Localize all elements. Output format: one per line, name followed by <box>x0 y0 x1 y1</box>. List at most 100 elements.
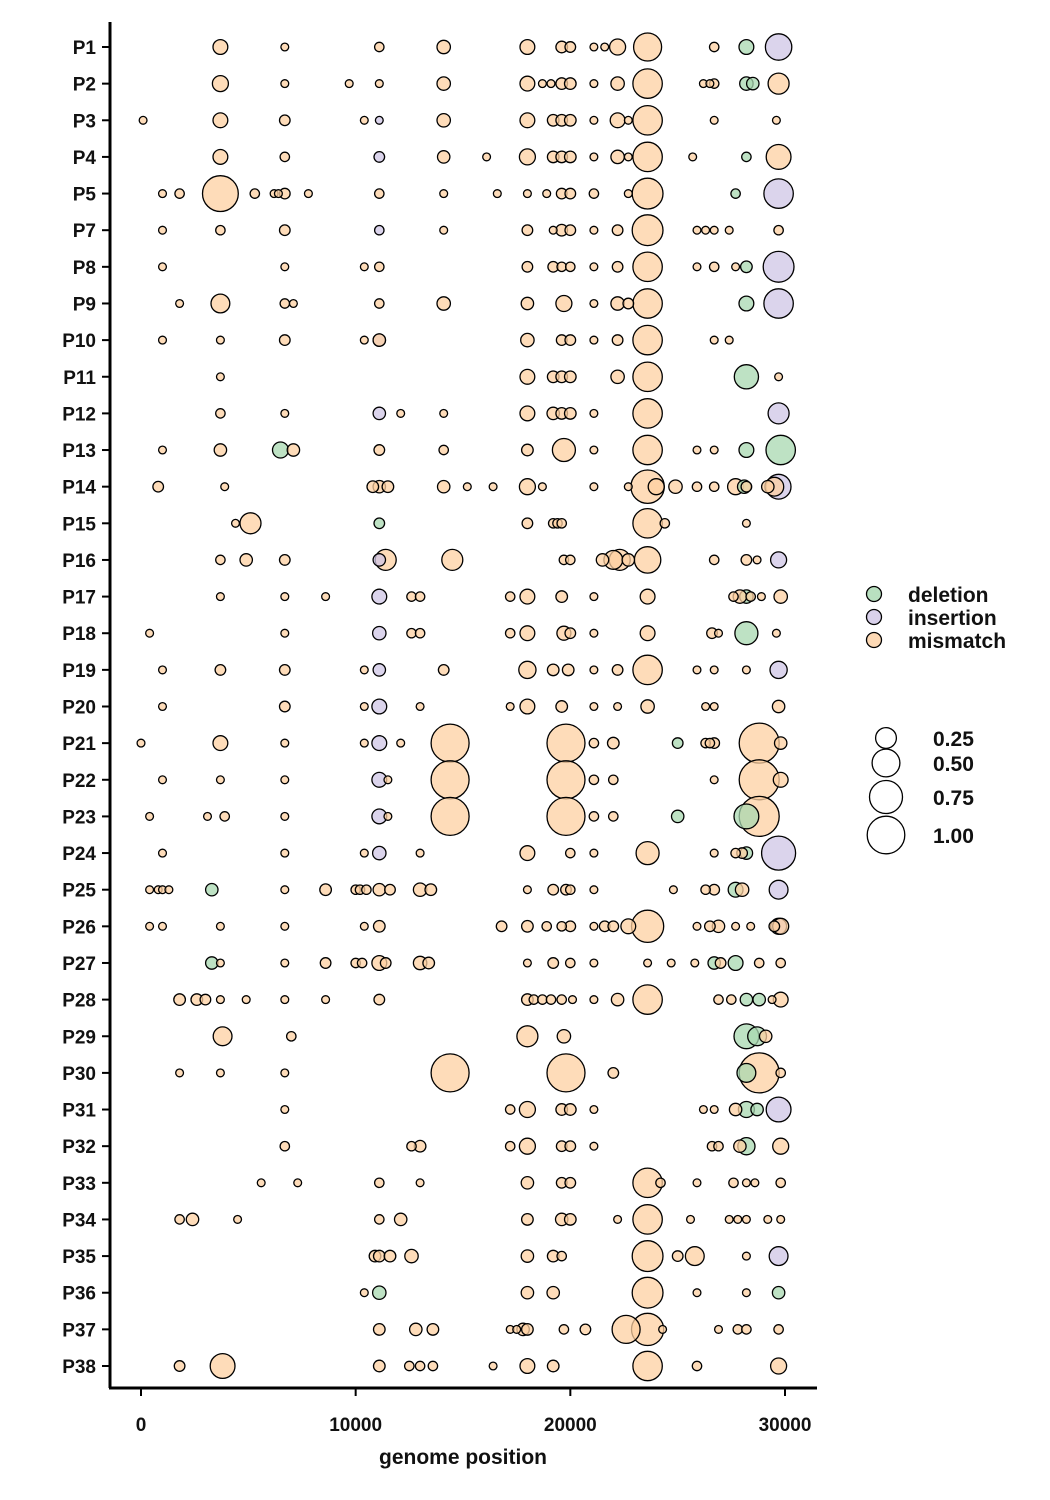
mismatch-point <box>441 548 464 572</box>
mismatch-point <box>767 995 777 1005</box>
mismatch-point <box>714 957 727 969</box>
mismatch-point <box>545 994 557 1005</box>
mismatch-point <box>372 333 387 347</box>
mismatch-point <box>439 225 449 235</box>
mismatch-point <box>685 1214 696 1224</box>
mismatch-point <box>256 1178 266 1188</box>
mismatch-point <box>640 699 655 714</box>
mismatch-point <box>768 920 781 933</box>
y-tick-label: P5 <box>73 185 97 206</box>
mismatch-point <box>589 445 599 455</box>
mismatch-point <box>174 188 185 199</box>
mismatch-point <box>215 224 226 236</box>
deletion-point <box>741 151 752 163</box>
deletion-point <box>371 1285 387 1301</box>
mismatch-point <box>280 738 290 748</box>
y-tick-label: P17 <box>62 588 96 609</box>
mismatch-point <box>610 369 625 385</box>
mismatch-point <box>372 1249 386 1263</box>
mismatch-point <box>772 771 789 788</box>
mismatch-point <box>546 760 586 800</box>
mismatch-point <box>563 113 577 127</box>
mismatch-point <box>152 480 165 493</box>
mismatch-point <box>589 335 599 345</box>
y-tick-label: P34 <box>62 1210 96 1231</box>
y-tick-label: P36 <box>62 1284 96 1305</box>
mismatch-point <box>210 293 231 314</box>
mismatch-point <box>157 701 168 712</box>
mismatch-point <box>555 294 573 313</box>
mismatch-point <box>422 956 436 970</box>
mismatch-point <box>564 957 576 969</box>
mismatch-point <box>303 189 313 199</box>
mismatch-point <box>406 1140 417 1152</box>
mismatch-point <box>725 994 737 1005</box>
mismatch-point <box>430 796 470 837</box>
mismatch-point <box>546 1285 561 1300</box>
mismatch-point <box>359 1288 369 1298</box>
y-tick-label: P13 <box>62 441 96 462</box>
mismatch-point <box>537 482 547 492</box>
mismatch-point <box>709 848 719 858</box>
mismatch-point <box>424 883 438 897</box>
mismatch-point <box>698 1104 708 1115</box>
mismatch-point <box>610 296 625 311</box>
mismatch-point <box>631 1240 664 1273</box>
mismatch-point <box>157 921 168 931</box>
mismatch-point <box>280 775 290 785</box>
mismatch-point <box>521 260 534 273</box>
mismatch-point <box>564 224 577 237</box>
mismatch-point <box>415 1178 425 1188</box>
mismatch-point <box>564 1176 577 1189</box>
mismatch-point <box>359 738 369 748</box>
insertion-point <box>371 735 388 752</box>
mismatch-point <box>414 1360 426 1372</box>
mismatch-point <box>692 225 702 235</box>
mismatch-point <box>709 115 719 125</box>
mismatch-point <box>564 554 576 566</box>
insertion-point <box>767 402 790 425</box>
mismatch-point <box>393 1212 408 1227</box>
insertion-point <box>374 115 384 125</box>
mismatch-point <box>556 517 568 529</box>
mismatch-point <box>157 775 168 785</box>
mismatch-point <box>620 918 637 935</box>
mismatch-point <box>556 920 568 932</box>
y-tick-label: P28 <box>62 991 96 1012</box>
mismatch-point <box>520 443 534 457</box>
mismatch-point <box>383 775 393 785</box>
mismatch-point <box>278 663 291 676</box>
mismatch-point <box>589 848 599 858</box>
mismatch-point <box>611 224 624 237</box>
mismatch-point <box>589 298 599 309</box>
mismatch-point <box>215 921 225 931</box>
mismatch-point <box>280 885 290 895</box>
y-tick-label: P14 <box>62 478 96 499</box>
mismatch-point <box>760 479 775 494</box>
mismatch-point <box>613 1214 623 1224</box>
mismatch-point <box>520 1249 535 1263</box>
mismatch-point <box>519 698 536 715</box>
x-tick-label: 10000 <box>329 1415 382 1436</box>
deletion-point <box>271 441 290 459</box>
mismatch-point <box>622 297 635 310</box>
y-tick-label: P24 <box>62 844 96 865</box>
y-tick-label: P8 <box>73 258 96 279</box>
mismatch-point <box>201 175 239 213</box>
y-axis-ticks: P1 P2 P3 P4 P5 P7 P8 P9 P10 P11 P12 P13 P14 P15 P16 P17… <box>62 38 110 1378</box>
mismatch-point <box>145 885 155 895</box>
size-legend-label: 0.75 <box>933 787 974 810</box>
mismatch-point <box>383 811 393 821</box>
mismatch-point <box>611 260 624 273</box>
mismatch-point <box>280 592 290 602</box>
y-tick-label: P21 <box>62 734 96 755</box>
mismatch-point <box>775 1067 787 1079</box>
deletion-point <box>727 954 744 972</box>
mismatch-point <box>632 434 663 466</box>
deletion-point <box>736 1062 757 1083</box>
deletion-point <box>738 38 755 56</box>
mismatch-point <box>546 1053 586 1093</box>
mismatch-point <box>215 372 225 382</box>
mismatch-point <box>609 112 626 129</box>
